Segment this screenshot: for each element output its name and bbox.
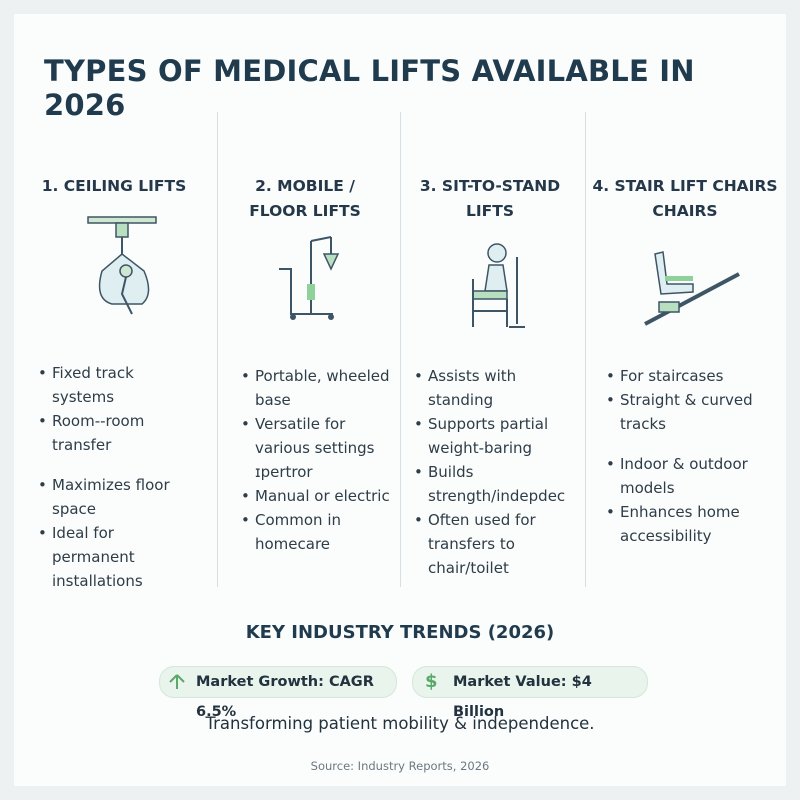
column-title-line: 2. MOBILE / [255,177,355,195]
card: TYPES OF MEDICAL LIFTS AVAILABLE IN 2026… [14,14,786,786]
column-title: 1. CEILING LIFTS [19,174,209,199]
trends-title: KEY INDUSTRY TRENDS (2026) [245,622,555,643]
divider [400,112,401,587]
floor-lift-icon [279,236,340,320]
bullet-item: Supports partial weight-baring [414,412,582,460]
column-title-line: 4. STAIR LIFT CHAIRS [592,177,778,195]
bullet-item: Ideal for permanent installations [38,521,198,593]
bullet-list: Portable, wheeled baseVersatile for vari… [241,364,391,556]
bullet-item: Fixed track systems [38,361,198,409]
value-text: Market Value: $4 Billion [453,674,592,720]
up-arrow-icon [169,674,185,689]
column-title: 3. SIT-TO-STAND LIFTS [395,174,585,224]
column-title: 2. MOBILE / FLOOR LIFTS [210,174,400,224]
sit-to-stand-icon [472,243,525,328]
bullet-item: Assists with standing [414,364,582,412]
bullet-list: Fixed track systemsRoom--room transfer Ma… [38,361,198,593]
stair-lift-icon [644,251,740,326]
divider [217,112,218,587]
column-title: 4. STAIR LIFT CHAIRS CHAIRS [590,174,780,224]
bullet-item: Room--room transfer [38,409,198,457]
tagline: Transforming patient mobility & independ… [205,714,595,733]
divider [585,112,586,587]
source: Source: Industry Reports, 2026 [310,759,490,773]
growth-text: Market Growth: CAGR 6.5% [196,674,374,720]
column-title-line: 1. CEILING LIFTS [41,177,187,195]
ceiling-lift-icon [87,216,157,315]
column-title-line: CHAIRS [652,202,718,220]
column-title-line: FLOOR LIFTS [249,202,361,220]
dollar-icon: $ [425,671,438,692]
bullet-item: Straight & curved tracks [606,388,776,436]
bullet-list: Assists with standingSupports partial we… [414,364,582,580]
column-title-line: LIFTS [466,202,514,220]
bullet-item: Portable, wheeled base [241,364,391,412]
column-title-line: 3. SIT-TO-STAND [419,177,561,195]
bullet-item: Indoor & outdoor models [606,452,776,500]
bullet-item: Versatile for various settings ɪpertror [241,412,391,484]
title: TYPES OF MEDICAL LIFTS AVAILABLE IN 2026 [44,54,695,122]
value-pill: $ Market Value: $4 Billion [412,666,648,720]
bullet-item: For staircases [606,364,776,388]
bullet-item: Often used for transfers to chair/toilet [414,508,582,580]
bullet-item: Manual or electric [241,484,391,508]
growth-pill: Market Growth: CAGR 6.5% [159,666,397,720]
bullet-list: For staircasesStraight & curved tracks In… [606,364,776,548]
bullet-item: Enhances home accessibility [606,500,776,548]
bullet-item: Maximizes floor space [38,473,198,521]
bullet-item: Builds strength/indepdec [414,460,582,508]
bullet-item: Common in homecare [241,508,391,556]
